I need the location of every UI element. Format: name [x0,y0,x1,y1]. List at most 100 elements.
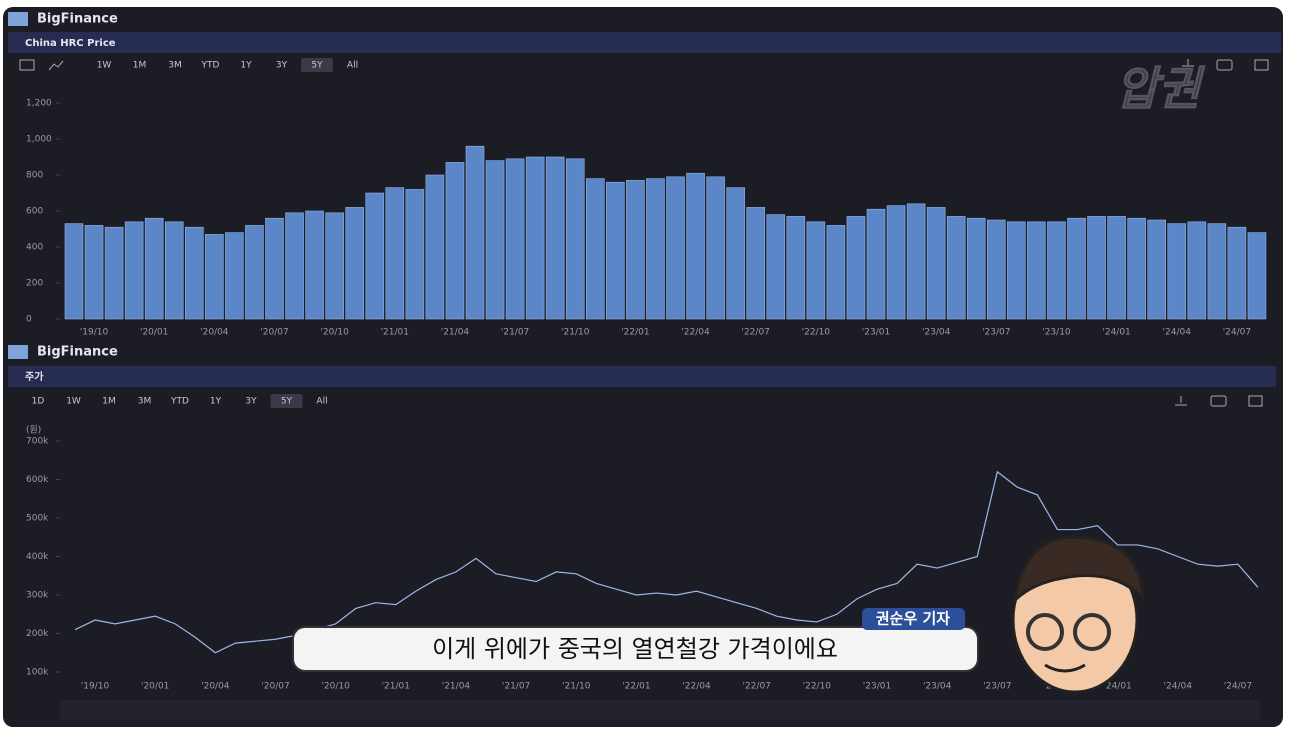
range-button[interactable]: 1Y [210,397,222,407]
bar [185,226,204,320]
bar [1107,216,1126,320]
y-tick-label: 0 [26,315,32,325]
navigator[interactable] [60,700,1260,720]
camera-icon[interactable] [1216,59,1233,71]
caption: 이게 위에가 중국의 열연철강 가격이에요 [432,635,838,663]
range-button[interactable]: 1W [66,397,81,407]
x-tick-label: '23/01 [863,682,891,692]
bar [626,180,645,320]
bar [265,217,284,320]
bar [104,226,124,320]
camera-icon[interactable] [1210,395,1227,407]
bar [285,212,304,320]
x-tick-label: '22/10 [802,328,831,338]
range-button[interactable]: 3Y [276,61,288,71]
x-tick-label: '21/04 [442,682,471,692]
y-tick-label: 200 [26,279,43,289]
bar [846,216,866,320]
watermark: 압권 [1116,62,1205,116]
y-tick-label: 300k [26,591,49,601]
x-tick-label: '20/01 [140,328,168,338]
bar [245,225,264,320]
x-tick-label: '21/07 [501,328,529,338]
x-tick-label: '24/01 [1103,682,1131,692]
bar [585,178,605,320]
range-button[interactable]: 1Y [240,61,252,71]
range-button[interactable]: 5Y [311,61,323,71]
y-tick-label: 400 [26,243,43,253]
range-button[interactable]: YTD [201,61,220,71]
bar [666,176,685,320]
bar [1067,217,1086,320]
x-tick-label: '24/04 [1164,682,1193,692]
x-tick-label: '20/04 [201,682,230,692]
avatar [1011,535,1145,694]
bar [1087,216,1106,320]
bar [425,174,445,320]
range-button[interactable]: 1M [102,397,116,407]
title-bar [8,366,1276,387]
download-icon[interactable] [1182,59,1194,67]
bar [966,217,986,320]
bar-icon[interactable] [19,59,35,71]
bar [84,225,104,320]
toolbar-icons [1175,59,1269,407]
x-tick-label: '20/07 [261,682,289,692]
x-tick-label: '22/04 [681,328,710,338]
bar [445,162,465,320]
range-button[interactable]: YTD [170,397,189,407]
range-button[interactable]: 1W [97,61,112,71]
bar [485,160,505,320]
bar [345,207,365,320]
chart-title: China HRC Price [25,38,116,49]
bar [746,207,766,320]
speaker-tag [862,608,965,630]
x-tick-label: '23/07 [983,682,1011,692]
brand: BigFinance [37,345,118,360]
y-tick-label: 1,200 [26,99,52,109]
x-tick-label: '19/10 [81,682,110,692]
x-tick-label: '22/04 [682,682,711,692]
bar [986,219,1006,320]
bar [866,208,886,320]
y-tick-label: 600k [26,475,49,485]
download-icon[interactable] [1175,396,1187,406]
bar [525,156,545,320]
x-tick-label: '21/10 [562,682,591,692]
x-tick-label: '21/04 [441,328,470,338]
y-tick-label: 1,000 [26,135,52,145]
x-tick-label: '20/01 [141,682,169,692]
x-tick-label: '20/07 [260,328,288,338]
x-tick-label: '22/07 [741,328,769,338]
x-tick-label: '20/04 [200,328,229,338]
range-button[interactable]: All [347,61,358,71]
x-tick-label: '20/10 [320,328,349,338]
y-tick-label: 800 [26,171,43,181]
price-line [74,470,1259,654]
x-tick-label: '24/04 [1163,328,1192,338]
range-button[interactable]: 5Y [281,397,293,407]
range-button[interactable]: 1D [32,397,45,407]
bar [1207,223,1227,320]
x-tick-label: '24/01 [1102,328,1130,338]
bar [766,214,786,320]
x-tick-label: '19/10 [80,328,109,338]
range-button[interactable]: All [316,397,327,407]
active-button [270,394,303,408]
range-button[interactable]: 3Y [245,397,257,407]
x-tick-label: '21/01 [382,682,410,692]
active-button [301,58,333,72]
range-button[interactable]: 1M [133,61,147,71]
chart-title: 주가 [25,370,44,383]
range-button[interactable]: 3M [168,61,182,71]
bar [786,216,806,320]
fullscreen-icon[interactable] [1248,395,1263,407]
bar [144,217,164,320]
x-tick-label: '24/07 [1224,682,1252,692]
bar [606,181,625,320]
fullscreen-icon[interactable] [1254,59,1269,71]
line-icon[interactable] [48,60,64,71]
x-tick-label: '24/07 [1223,328,1251,338]
range-button[interactable]: 3M [138,397,152,407]
